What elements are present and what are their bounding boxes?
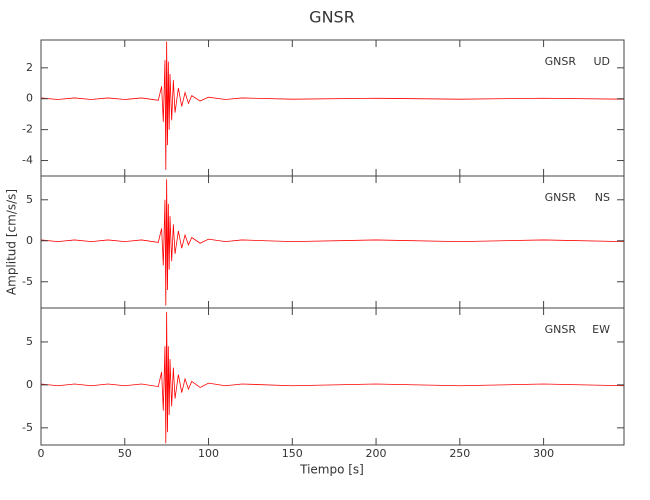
x-tick-label: 200 bbox=[366, 447, 387, 460]
x-axis-label: Tiempo [s] bbox=[299, 463, 364, 477]
waveform bbox=[40, 41, 625, 170]
x-tick-label: 250 bbox=[449, 447, 470, 460]
component-label: UD bbox=[593, 55, 610, 68]
waveform bbox=[40, 311, 625, 444]
panel-frame bbox=[40, 175, 625, 309]
station-label: GNSR bbox=[545, 55, 577, 68]
y-tick-label: 5 bbox=[26, 193, 33, 206]
panel-frame bbox=[40, 39, 625, 177]
y-tick-label: 2 bbox=[26, 61, 33, 74]
y-tick-label: 0 bbox=[26, 378, 33, 391]
y-tick-label: 5 bbox=[26, 335, 33, 348]
x-tick-label: 300 bbox=[533, 447, 554, 460]
component-label: EW bbox=[592, 323, 610, 336]
y-tick-label: -5 bbox=[22, 421, 33, 434]
waveform bbox=[40, 179, 625, 306]
y-axis-label: Amplitud [cm/s/s] bbox=[5, 189, 19, 295]
station-label: GNSR bbox=[545, 323, 577, 336]
component-label: NS bbox=[595, 191, 610, 204]
y-tick-label: -4 bbox=[22, 154, 33, 167]
y-tick-label: 0 bbox=[26, 92, 33, 105]
chart-title: GNSR bbox=[309, 8, 355, 27]
station-label: GNSR bbox=[545, 191, 577, 204]
x-tick-label: 150 bbox=[282, 447, 303, 460]
panel-frame bbox=[40, 307, 625, 446]
y-tick-label: -5 bbox=[22, 275, 33, 288]
x-tick-label: 100 bbox=[198, 447, 219, 460]
x-tick-label: 50 bbox=[118, 447, 132, 460]
y-tick-label: -2 bbox=[22, 123, 33, 136]
y-tick-label: 0 bbox=[26, 234, 33, 247]
x-tick-label: 0 bbox=[38, 447, 45, 460]
